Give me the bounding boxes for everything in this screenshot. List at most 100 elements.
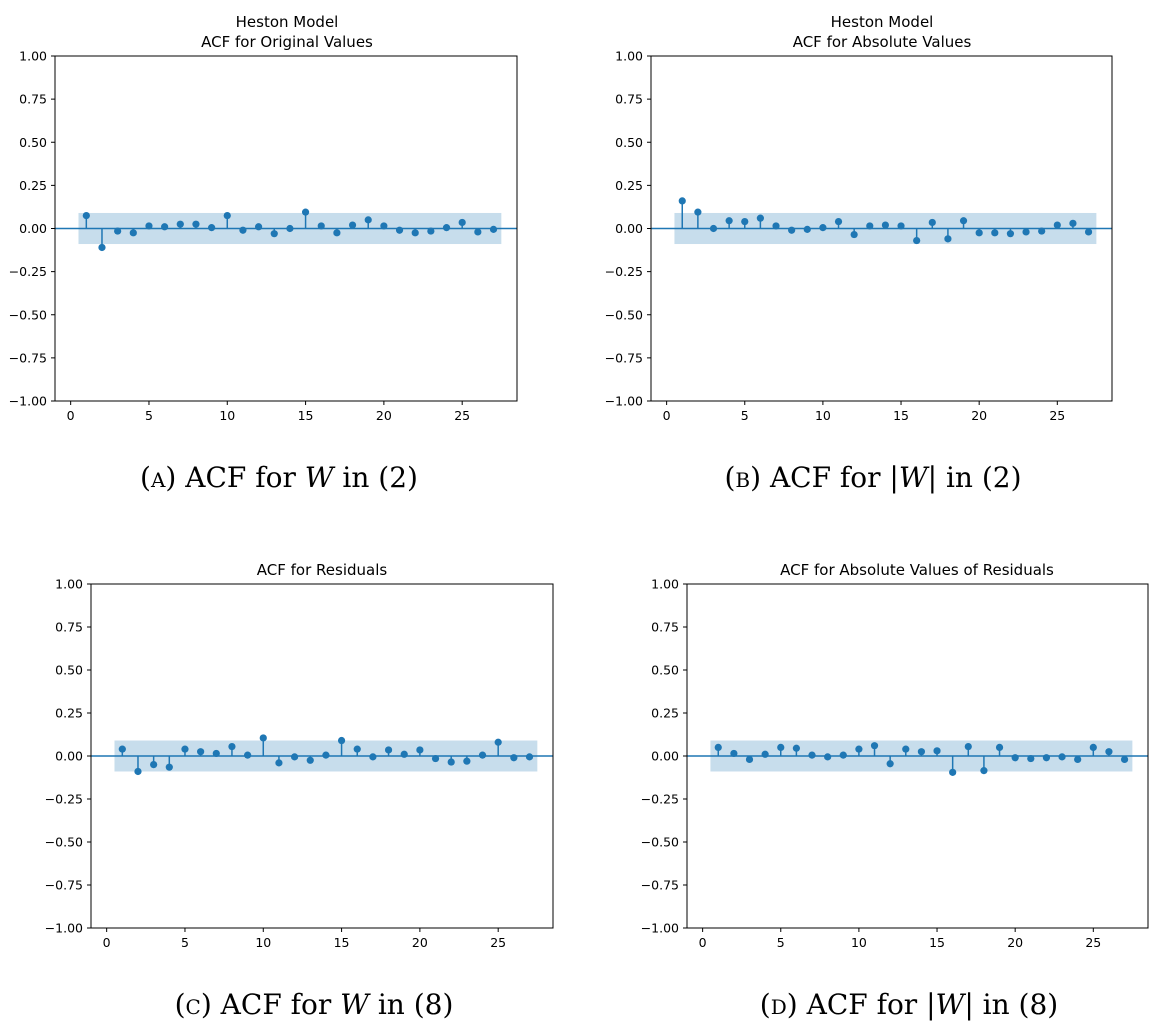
acf-point (458, 218, 466, 227)
x-tick-label: 10 (255, 935, 271, 950)
acf-point (98, 243, 106, 252)
acf-point (870, 742, 879, 750)
y-tick-label: 0.00 (19, 221, 47, 236)
acf-point (694, 208, 702, 216)
x-tick-label: 5 (181, 935, 189, 950)
x-tick-label: 5 (741, 408, 749, 423)
acf-panel-b: Heston Model ACF for Absolute Values 1.00 0… (605, 13, 1113, 494)
y-tick-label: −1.00 (641, 921, 679, 936)
x-tick-label: 15 (929, 935, 945, 950)
acf-point (902, 745, 910, 753)
acf-point (525, 753, 534, 761)
acf-point (1053, 221, 1061, 229)
acf-point (489, 225, 498, 233)
y-tick-label: −0.25 (641, 792, 679, 807)
acf-panel-d: ACF for Absolute Values of Residuals 1.00… (641, 561, 1149, 1021)
acf-point (208, 224, 216, 232)
acf-point (944, 235, 952, 243)
acf-point (808, 751, 816, 759)
acf-point (259, 734, 267, 742)
acf-point (1022, 228, 1030, 236)
acf-point (991, 229, 999, 237)
y-tick-label: −0.50 (605, 307, 643, 322)
y-tick-label: −0.50 (9, 307, 47, 322)
acf-point (714, 743, 722, 752)
x-tick-label: 15 (298, 408, 314, 423)
acf-point (270, 230, 278, 238)
y-tick-label: 0.75 (19, 92, 47, 107)
y-tick-label: 0.75 (615, 92, 643, 107)
acf-point (322, 751, 330, 759)
x-tick-label: 10 (851, 935, 867, 950)
x-tick-label: 0 (67, 408, 75, 423)
acf-point (959, 217, 968, 225)
x-tick-label: 0 (103, 935, 111, 950)
chart-title: ACF for Absolute Values of Residuals (780, 561, 1054, 579)
x-tick-label: 5 (777, 935, 785, 950)
acf-point (745, 755, 754, 764)
acf-point (803, 225, 811, 233)
x-tick-label: 20 (412, 935, 428, 950)
y-tick-label: 0.00 (651, 749, 679, 764)
acf-point (1011, 754, 1019, 762)
y-tick-label: 0.00 (615, 221, 643, 236)
acf-point (82, 211, 90, 220)
acf-point (777, 743, 785, 752)
x-tick-label: 5 (145, 408, 153, 423)
acf-point (431, 754, 440, 763)
y-tick-label: 0.50 (19, 135, 47, 150)
acf-point (275, 759, 283, 767)
acf-point (761, 750, 769, 758)
y-tick-label: −0.75 (641, 878, 679, 893)
acf-point (928, 218, 936, 227)
acf-point (1027, 754, 1035, 763)
acf-point (114, 227, 122, 235)
acf-point (1120, 755, 1129, 764)
y-tick-label: −0.75 (45, 878, 83, 893)
acf-point (317, 222, 325, 230)
y-tick-label: 0.25 (615, 178, 643, 193)
acf-point (819, 224, 827, 232)
x-tick-label: 10 (815, 408, 831, 423)
acf-point (917, 748, 926, 756)
chart-title: ACF for Absolute Values (793, 33, 972, 51)
panel-caption: (D) ACF for |W| in (8) (760, 988, 1058, 1021)
y-tick-label: −0.50 (641, 835, 679, 850)
acf-point (1058, 753, 1066, 761)
acf-point (881, 221, 890, 229)
acf-point (244, 751, 252, 759)
x-tick-label: 10 (219, 408, 235, 423)
acf-point (980, 767, 988, 775)
acf-point (400, 750, 408, 758)
acf-point (772, 222, 780, 230)
y-tick-label: −0.75 (9, 350, 47, 365)
y-tick-label: −0.25 (45, 792, 83, 807)
acf-point (333, 229, 341, 237)
acf-point (301, 208, 310, 216)
acf-point (478, 751, 487, 759)
acf-point (286, 224, 294, 233)
acf-point (416, 746, 424, 754)
acf-point (1069, 219, 1077, 227)
acf-point (463, 757, 471, 765)
chart-title: Heston Model (236, 13, 339, 31)
acf-panel-a: Heston Model ACF for Original Values 1.00 0… (9, 13, 518, 494)
acf-point (886, 760, 894, 768)
acf-point (442, 224, 451, 232)
acf-point (337, 736, 346, 745)
x-tick-label: 0 (699, 935, 707, 950)
acf-point (725, 217, 733, 225)
y-tick-label: −0.25 (9, 264, 47, 279)
acf-panel-c: ACF for Residuals 1.00 0.75 0.50 0.25 0.00 −0.… (45, 561, 554, 1021)
acf-point (1038, 227, 1046, 235)
acf-point (756, 214, 764, 222)
x-tick-label: 25 (454, 408, 470, 423)
acf-point (181, 745, 189, 753)
x-tick-label: 0 (663, 408, 671, 423)
acf-point (306, 756, 314, 764)
acf-point (165, 763, 173, 771)
y-tick-label: −0.75 (605, 350, 643, 365)
acf-point (380, 222, 388, 230)
acf-point (1074, 755, 1082, 764)
